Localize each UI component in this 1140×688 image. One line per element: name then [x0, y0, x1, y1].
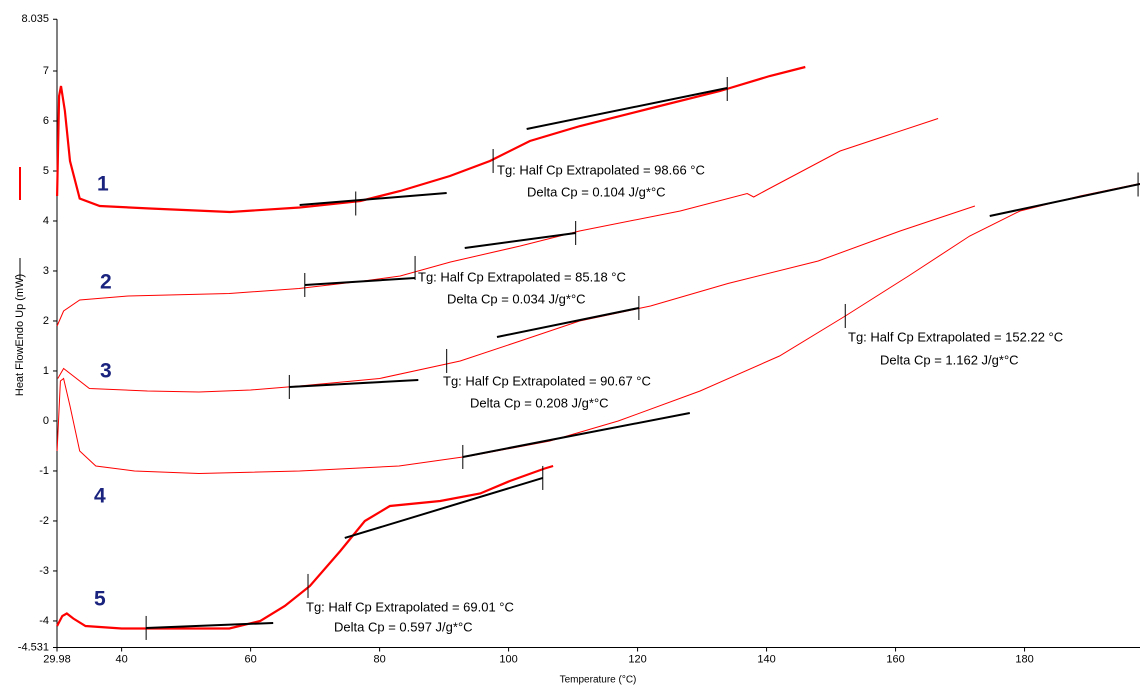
curve: [56, 65, 806, 214]
y-tick-label: 1: [43, 365, 49, 377]
tangent-line: [464, 231, 576, 249]
x-tick-label: 100: [499, 653, 517, 665]
y-tick-label: -1: [39, 465, 49, 477]
tangent-line: [462, 411, 691, 458]
tangent-line: [304, 276, 416, 286]
annotation: Tg: Half Cp Extrapolated = 90.67 °C: [443, 373, 651, 388]
curve-label: 1: [97, 173, 109, 196]
x-tick-label: 60: [244, 653, 256, 665]
annotation: Delta Cp = 1.162 J/g*°C: [880, 352, 1019, 367]
x-tick-label: 80: [373, 653, 385, 665]
annotation: Tg: Half Cp Extrapolated = 152.22 °C: [848, 329, 1063, 344]
curve-label: 4: [94, 485, 106, 508]
curve-label: 2: [100, 271, 112, 294]
y-tick-label: 3: [43, 265, 49, 277]
tangent-line: [526, 87, 728, 130]
y-tick-label: 6: [43, 115, 49, 127]
y-axis-label: Heat FlowEndo Up (mW): [14, 274, 26, 396]
annotation: Delta Cp = 0.597 J/g*°C: [334, 619, 473, 634]
y-tick-label: -4.531: [18, 641, 49, 653]
curve: [56, 464, 554, 630]
annotation: Delta Cp = 0.208 J/g*°C: [470, 395, 609, 410]
x-tick-label: 180: [1015, 653, 1033, 665]
tangent-line: [289, 378, 419, 388]
tangent-line: [299, 191, 447, 206]
y-tick-label: 7: [43, 65, 49, 77]
y-tick-label: 4: [43, 215, 49, 227]
y-tick-label: -3: [39, 565, 49, 577]
y-tick-label: -2: [39, 515, 49, 527]
curve-label: 3: [100, 360, 112, 383]
annotation: Tg: Half Cp Extrapolated = 98.66 °C: [497, 162, 705, 177]
curve-label: 5: [94, 588, 106, 611]
y-tick-label: 5: [43, 165, 49, 177]
y-tick-label: -4: [39, 615, 49, 627]
y-tick-label: 0: [43, 415, 49, 427]
annotation: Tg: Half Cp Extrapolated = 69.01 °C: [306, 599, 514, 614]
annotation: Delta Cp = 0.034 J/g*°C: [447, 291, 586, 306]
curve: [57, 205, 976, 393]
tangent-line: [496, 306, 640, 338]
tangent-line: [146, 621, 274, 629]
x-tick-label: 120: [628, 653, 646, 665]
y-tick-label: 8.035: [21, 13, 49, 25]
x-tick-label: 29.98: [43, 653, 71, 665]
annotation: Tg: Half Cp Extrapolated = 85.18 °C: [418, 269, 626, 284]
tangent-line: [989, 183, 1140, 217]
x-tick-label: 40: [115, 653, 127, 665]
x-axis-label: Temperature (°C): [560, 675, 637, 686]
tangent-line: [344, 477, 544, 539]
annotation: Delta Cp = 0.104 J/g*°C: [527, 184, 666, 199]
x-tick-label: 160: [886, 653, 904, 665]
y-tick-label: 2: [43, 315, 49, 327]
x-tick-label: 140: [757, 653, 775, 665]
curve: [56, 118, 939, 327]
